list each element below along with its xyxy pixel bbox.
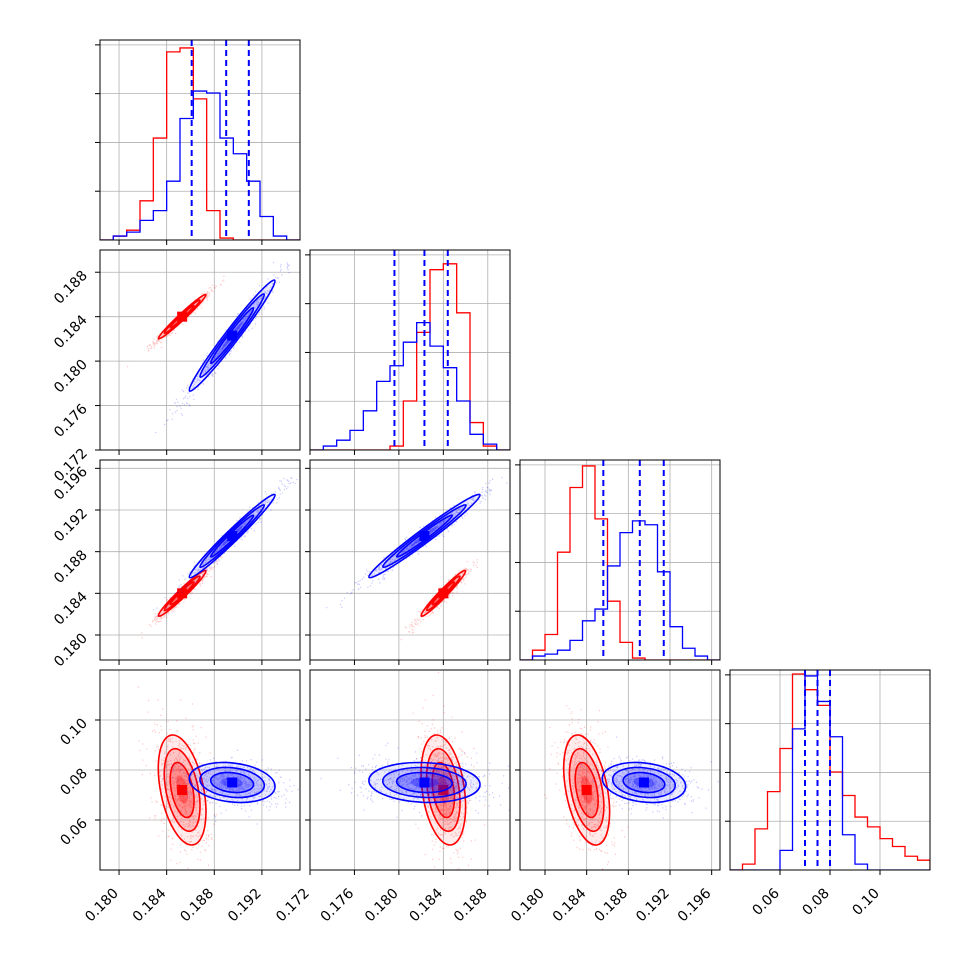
x-tick-label: 0.196 [675,885,715,925]
red-histogram [520,465,720,660]
red-density-peak [177,785,188,795]
y-tick-label: 0.188 [51,547,91,587]
panel-3-3 [730,670,930,870]
panel-frame [519,459,721,661]
x-tick-label: 0.192 [633,886,673,926]
y-tick-label: 0.192 [51,506,91,546]
red-density-peak [438,588,449,599]
blue-density-peak [419,531,430,542]
blue-histogram [100,90,300,240]
panel-frame [99,249,301,451]
y-tick-label: 0.180 [51,357,91,397]
panel-frame [99,39,301,241]
x-tick-label: 0.172 [273,886,313,926]
y-tick-label: 0.08 [57,766,90,799]
x-tick-label: 0.192 [225,886,265,926]
red-histogram [310,263,510,450]
panel-1-0 [126,262,290,450]
panel-frame [99,459,301,661]
panel-1-1 [310,250,510,450]
red-histogram [100,47,300,240]
blue-scatter-points [320,742,510,818]
x-tick-label: 0.188 [591,886,631,926]
y-tick-label: 0.10 [57,716,90,749]
panel-3-0 [137,686,300,870]
blue-density-peak [638,777,649,788]
x-tick-label: 0.180 [82,886,122,926]
x-tick-label: 0.184 [550,885,590,925]
blue-density-peak [227,531,238,542]
y-tick-label: 0.184 [51,312,91,352]
panel-0-0 [100,40,300,240]
x-tick-label: 0.184 [130,885,170,925]
y-tick-label: 0.180 [51,631,91,671]
panel-2-2 [520,460,720,660]
red-density-peak [177,311,188,322]
blue-histogram [520,520,720,660]
x-tick-label: 0.184 [406,885,446,925]
x-tick-label: 0.08 [799,886,832,919]
blue-density-peak [227,330,238,341]
x-tick-label: 0.188 [451,886,491,926]
panel-frame [309,249,511,451]
y-tick-label: 0.188 [51,268,91,308]
y-tick-label: 0.06 [57,815,90,848]
blue-histogram [310,321,510,450]
panel-3-1 [320,672,510,870]
x-tick-label: 0.06 [749,885,782,918]
y-tick-label: 0.176 [51,401,91,441]
red-density-peak [177,588,188,599]
x-tick-label: 0.180 [362,886,402,926]
x-tick-label: 0.10 [849,886,882,919]
red-density-peak [581,785,592,795]
panel-2-1 [310,477,508,641]
frame-layer [95,39,931,875]
panel-frame [309,459,511,661]
red-scatter-points [544,705,629,870]
x-tick-label: 0.180 [508,886,548,926]
red-scatter-points [137,686,218,870]
blue-density-peak [227,777,238,788]
data-layer [100,40,930,870]
x-tick-label: 0.176 [318,885,358,925]
panel-2-0 [141,477,298,639]
y-tick-label: 0.184 [51,589,91,629]
blue-density-peak [419,777,430,788]
x-tick-label: 0.188 [177,886,217,926]
panel-3-2 [544,705,719,870]
